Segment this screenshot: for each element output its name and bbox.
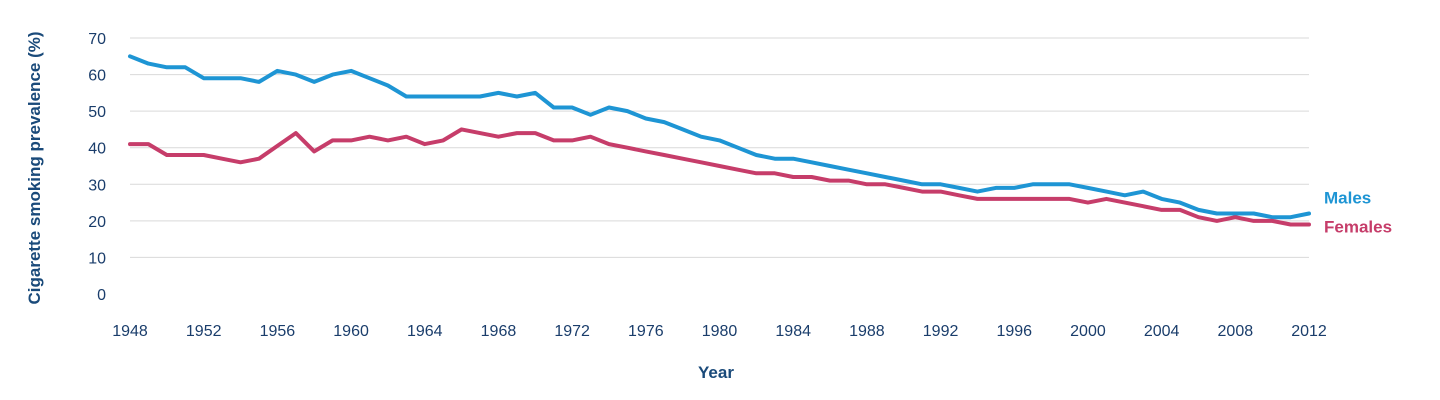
x-tick-label: 1992 [923, 323, 959, 340]
x-tick-label: 1952 [186, 323, 222, 340]
x-axis-title: Year [698, 363, 734, 382]
y-tick-label: 0 [97, 287, 106, 304]
x-tick-label: 1956 [260, 323, 296, 340]
y-tick-label: 20 [88, 214, 106, 231]
series-line-females [128, 127, 1311, 227]
y-tick-label: 10 [88, 250, 106, 267]
x-tick-label: 1948 [112, 323, 148, 340]
x-tick-label: 1988 [849, 323, 885, 340]
x-tick-label: 2004 [1144, 323, 1180, 340]
y-axis-title: Cigarette smoking prevalence (%) [25, 31, 44, 304]
series-label-males: Males [1324, 189, 1371, 208]
series-lines [128, 54, 1311, 227]
gridlines [130, 37, 1309, 258]
x-tick-label: 1996 [996, 323, 1032, 340]
x-axis-ticks: 1948 1952 1956 1960 1964 1968 1972 1976 1980 1984… [112, 323, 1327, 340]
x-tick-label: 1984 [775, 323, 811, 340]
y-axis-ticks: 0 10 20 30 40 50 60 70 [88, 31, 106, 304]
y-tick-label: 50 [88, 104, 106, 121]
series-label-females: Females [1324, 218, 1392, 237]
x-tick-label: 2012 [1291, 323, 1327, 340]
y-tick-label: 40 [88, 141, 106, 158]
series-labels: Males Females [1324, 189, 1392, 237]
series-line-males [128, 54, 1311, 220]
y-tick-label: 30 [88, 177, 106, 194]
x-tick-label: 1976 [628, 323, 664, 340]
x-tick-label: 1968 [481, 323, 517, 340]
x-tick-label: 2008 [1218, 323, 1254, 340]
x-tick-label: 1980 [702, 323, 738, 340]
x-tick-label: 1960 [333, 323, 369, 340]
x-tick-label: 2000 [1070, 323, 1106, 340]
x-tick-label: 1972 [554, 323, 590, 340]
x-tick-label: 1964 [407, 323, 443, 340]
y-tick-label: 70 [88, 31, 106, 48]
y-tick-label: 60 [88, 68, 106, 85]
